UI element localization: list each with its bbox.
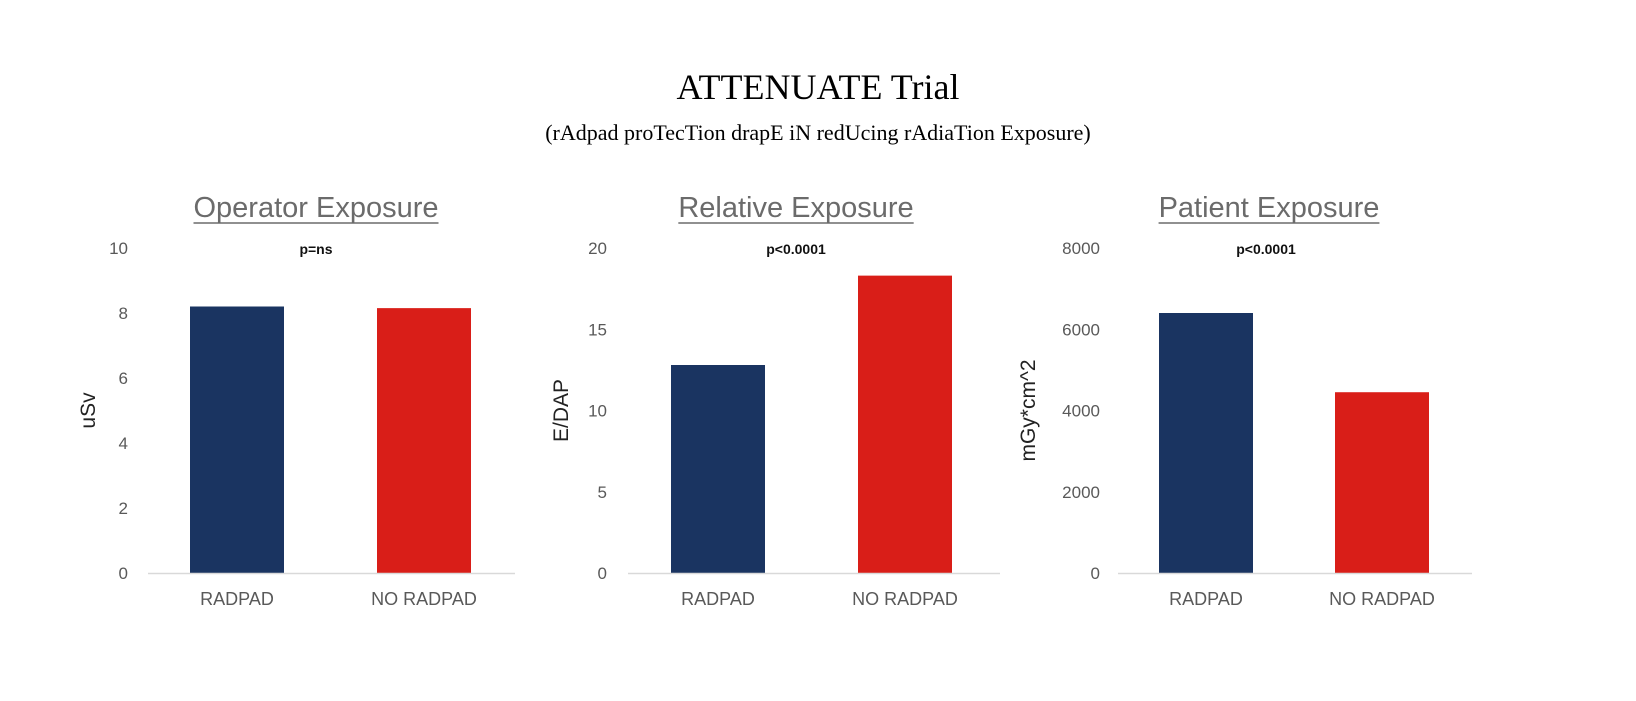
y-axis-title: mGy*cm^2 [1017, 359, 1040, 461]
bar-radpad [190, 306, 284, 573]
x-category-label: RADPAD [681, 589, 755, 609]
y-tick-label: 8000 [1062, 239, 1100, 258]
significance-label: p=ns [299, 241, 332, 257]
x-category-label: NO RADPAD [371, 589, 477, 609]
significance-label: p<0.0001 [1236, 241, 1296, 257]
y-tick-label: 2000 [1062, 483, 1100, 502]
y-tick-label: 10 [588, 402, 607, 421]
x-category-label: RADPAD [1169, 589, 1243, 609]
y-tick-label: 4000 [1062, 402, 1100, 421]
y-axis-title: uSv [77, 392, 100, 429]
x-category-label: RADPAD [200, 589, 274, 609]
panel-title: Operator Exposure [193, 192, 438, 224]
y-tick-label: 4 [119, 434, 128, 453]
bar-radpad [1159, 313, 1253, 573]
y-tick-label: 2 [119, 499, 128, 518]
y-tick-label: 0 [598, 564, 607, 583]
bar-no-radpad [858, 275, 952, 573]
panel-title: Patient Exposure [1159, 192, 1380, 224]
y-tick-label: 6 [119, 369, 128, 388]
y-tick-label: 5 [598, 483, 607, 502]
chart-main-title: ATTENUATE Trial [676, 67, 960, 107]
panel-title: Relative Exposure [678, 192, 913, 224]
y-tick-label: 10 [109, 239, 128, 258]
bar-radpad [671, 365, 765, 573]
y-tick-label: 20 [588, 239, 607, 258]
x-category-label: NO RADPAD [852, 589, 958, 609]
y-tick-label: 15 [588, 320, 607, 339]
y-tick-label: 8 [119, 304, 128, 323]
bar-no-radpad [377, 308, 471, 573]
x-category-label: NO RADPAD [1329, 589, 1435, 609]
significance-label: p<0.0001 [766, 241, 826, 257]
y-tick-label: 0 [1091, 564, 1100, 583]
y-tick-label: 6000 [1062, 320, 1100, 339]
chart-main-subtitle: (rAdpad proTecTion drapE iN redUcing rAd… [545, 120, 1091, 145]
y-tick-label: 0 [119, 564, 128, 583]
y-axis-title: E/DAP [550, 379, 573, 442]
bar-no-radpad [1335, 392, 1429, 573]
